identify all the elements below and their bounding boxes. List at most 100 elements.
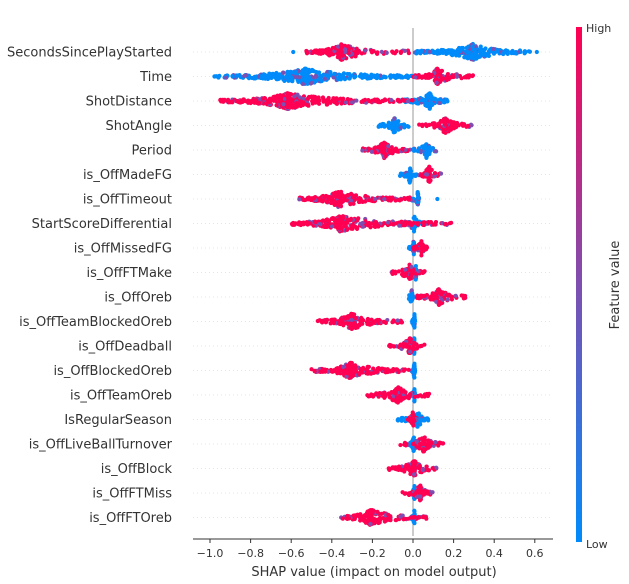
shap-point: [358, 319, 363, 324]
shap-point: [358, 74, 363, 79]
shap-point: [384, 50, 389, 55]
shap-point: [432, 121, 437, 126]
feature-label: StartScoreDifferential: [32, 217, 172, 232]
shap-point: [416, 75, 421, 80]
shap-point: [285, 91, 290, 96]
shap-point: [382, 123, 387, 128]
x-tick-label: 0.4: [485, 547, 503, 560]
shap-point: [222, 98, 227, 103]
shap-point: [406, 516, 411, 521]
shap-point: [343, 316, 348, 321]
shap-point: [351, 366, 357, 371]
shap-point: [323, 369, 328, 374]
shap-point: [414, 438, 419, 444]
shap-point: [335, 219, 340, 224]
shap-point: [402, 125, 407, 130]
shap-point: [398, 514, 403, 519]
shap-point: [389, 97, 394, 103]
shap-point: [431, 222, 436, 227]
shap-point: [334, 101, 340, 106]
shap-point: [332, 199, 337, 204]
shap-point: [391, 124, 396, 129]
shap-point: [415, 294, 420, 299]
feature-points: [365, 385, 432, 405]
shap-point: [411, 240, 416, 246]
shap-point: [435, 196, 440, 202]
shap-point: [341, 194, 346, 199]
shap-point: [466, 74, 471, 80]
x-tick-label: 0.0: [404, 547, 422, 560]
shap-point: [404, 271, 409, 276]
shap-point: [292, 94, 297, 99]
shap-point: [419, 98, 425, 103]
shap-point: [386, 144, 391, 149]
shap-point: [351, 513, 356, 518]
shap-point: [349, 326, 354, 331]
shap-point: [361, 98, 366, 103]
shap-point: [349, 198, 354, 203]
shap-point: [409, 273, 414, 279]
shap-point: [403, 516, 408, 521]
shap-point: [382, 367, 387, 372]
shap-point: [309, 367, 314, 372]
shap-point: [438, 440, 443, 446]
shap-point: [400, 97, 405, 102]
shap-point: [274, 103, 279, 108]
shap-point: [392, 51, 398, 56]
shap-point: [412, 394, 417, 400]
shap-point: [423, 101, 428, 106]
shap-point: [343, 224, 348, 229]
shap-point: [409, 515, 415, 520]
shap-point: [467, 54, 472, 60]
shap-point: [376, 318, 381, 323]
beeswarm-points: [212, 41, 539, 527]
shap-point: [534, 49, 539, 55]
shap-point: [257, 100, 262, 105]
feature-points: [398, 435, 446, 454]
shap-point: [402, 48, 407, 53]
feature-label: ShotAngle: [105, 119, 172, 134]
shap-point: [411, 346, 416, 352]
shap-point: [319, 369, 324, 374]
shap-point: [262, 72, 268, 78]
shap-point: [230, 73, 235, 79]
shap-point: [375, 509, 380, 514]
feature-points: [218, 91, 450, 111]
shap-point: [397, 223, 402, 228]
shap-point: [505, 51, 510, 56]
shap-point: [340, 53, 345, 58]
shap-point: [362, 518, 367, 523]
shap-point: [407, 180, 412, 185]
shap-point: [323, 320, 328, 325]
colorbar-title: Feature value: [608, 241, 623, 330]
shap-point: [327, 52, 332, 57]
shap-point: [263, 76, 268, 81]
colorbar-gradient: [576, 27, 582, 542]
shap-point: [412, 313, 417, 318]
shap-point: [386, 466, 391, 471]
shap-point: [335, 55, 340, 60]
shap-point: [438, 73, 443, 79]
shap-point: [486, 49, 491, 54]
shap-point: [360, 148, 365, 153]
feature-points: [309, 360, 418, 380]
shap-point: [319, 319, 324, 324]
shap-point: [470, 44, 475, 49]
shap-point: [442, 129, 447, 134]
feature-points: [291, 41, 539, 62]
feature-points: [376, 116, 474, 135]
shap-point: [424, 172, 430, 177]
shap-point: [415, 411, 420, 417]
shap-point: [432, 50, 437, 56]
shap-point: [409, 419, 414, 424]
feature-points: [389, 262, 427, 282]
shap-point: [387, 395, 393, 400]
shap-point: [350, 193, 356, 198]
shap-point: [331, 75, 336, 80]
shap-point: [426, 220, 431, 225]
shap-point: [368, 75, 373, 81]
shap-point: [414, 246, 419, 251]
shap-point: [332, 191, 338, 196]
shap-point: [360, 220, 365, 226]
feature-points: [387, 336, 427, 356]
